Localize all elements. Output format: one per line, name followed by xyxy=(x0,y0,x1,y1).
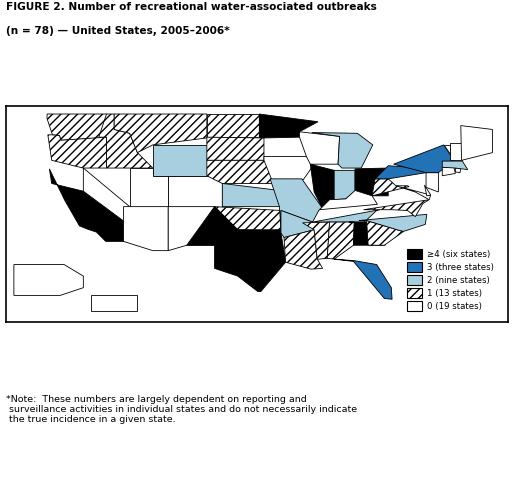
Polygon shape xyxy=(49,169,125,241)
Polygon shape xyxy=(334,171,355,200)
Polygon shape xyxy=(425,185,431,196)
Legend: ≥4 (six states), 3 (three states), 2 (nine states), 1 (13 states), 0 (19 states): ≥4 (six states), 3 (three states), 2 (ni… xyxy=(402,244,499,316)
Polygon shape xyxy=(124,206,168,251)
Polygon shape xyxy=(312,133,373,168)
Polygon shape xyxy=(375,166,433,179)
Polygon shape xyxy=(47,114,107,140)
Polygon shape xyxy=(207,160,274,183)
Polygon shape xyxy=(99,114,153,168)
Polygon shape xyxy=(168,206,214,251)
Polygon shape xyxy=(461,125,492,160)
Polygon shape xyxy=(393,145,454,172)
Polygon shape xyxy=(444,145,454,160)
Polygon shape xyxy=(303,222,329,259)
Polygon shape xyxy=(349,220,385,245)
Text: *Note:  These numbers are largely dependent on reporting and
 surveillance activ: *Note: These numbers are largely depende… xyxy=(6,395,357,424)
Polygon shape xyxy=(83,168,130,222)
Polygon shape xyxy=(260,114,318,138)
Polygon shape xyxy=(364,200,429,217)
Polygon shape xyxy=(367,220,404,245)
Polygon shape xyxy=(114,114,207,153)
Polygon shape xyxy=(281,210,314,238)
Polygon shape xyxy=(153,145,207,176)
Polygon shape xyxy=(327,222,354,259)
Polygon shape xyxy=(187,206,286,292)
Polygon shape xyxy=(396,186,431,200)
Polygon shape xyxy=(310,164,334,207)
Polygon shape xyxy=(442,161,468,170)
Polygon shape xyxy=(130,168,168,206)
Polygon shape xyxy=(168,176,222,206)
Polygon shape xyxy=(222,183,280,206)
Polygon shape xyxy=(442,167,456,176)
Polygon shape xyxy=(264,157,314,183)
Polygon shape xyxy=(207,137,264,160)
Polygon shape xyxy=(292,131,340,164)
Polygon shape xyxy=(359,215,427,231)
Polygon shape xyxy=(334,259,392,299)
Polygon shape xyxy=(426,172,439,192)
Polygon shape xyxy=(312,210,380,222)
Polygon shape xyxy=(355,168,388,196)
Text: FIGURE 2. Number of recreational water-associated outbreaks: FIGURE 2. Number of recreational water-a… xyxy=(6,2,377,12)
Polygon shape xyxy=(91,296,137,311)
Polygon shape xyxy=(270,179,322,230)
Polygon shape xyxy=(207,114,260,137)
Text: (n = 78) — United States, 2005–2006*: (n = 78) — United States, 2005–2006* xyxy=(6,26,230,36)
Polygon shape xyxy=(214,206,281,230)
Polygon shape xyxy=(320,191,378,210)
Polygon shape xyxy=(48,135,107,168)
Polygon shape xyxy=(456,168,461,172)
Polygon shape xyxy=(14,264,83,296)
Polygon shape xyxy=(450,143,462,160)
Polygon shape xyxy=(372,179,409,196)
Polygon shape xyxy=(284,230,323,269)
